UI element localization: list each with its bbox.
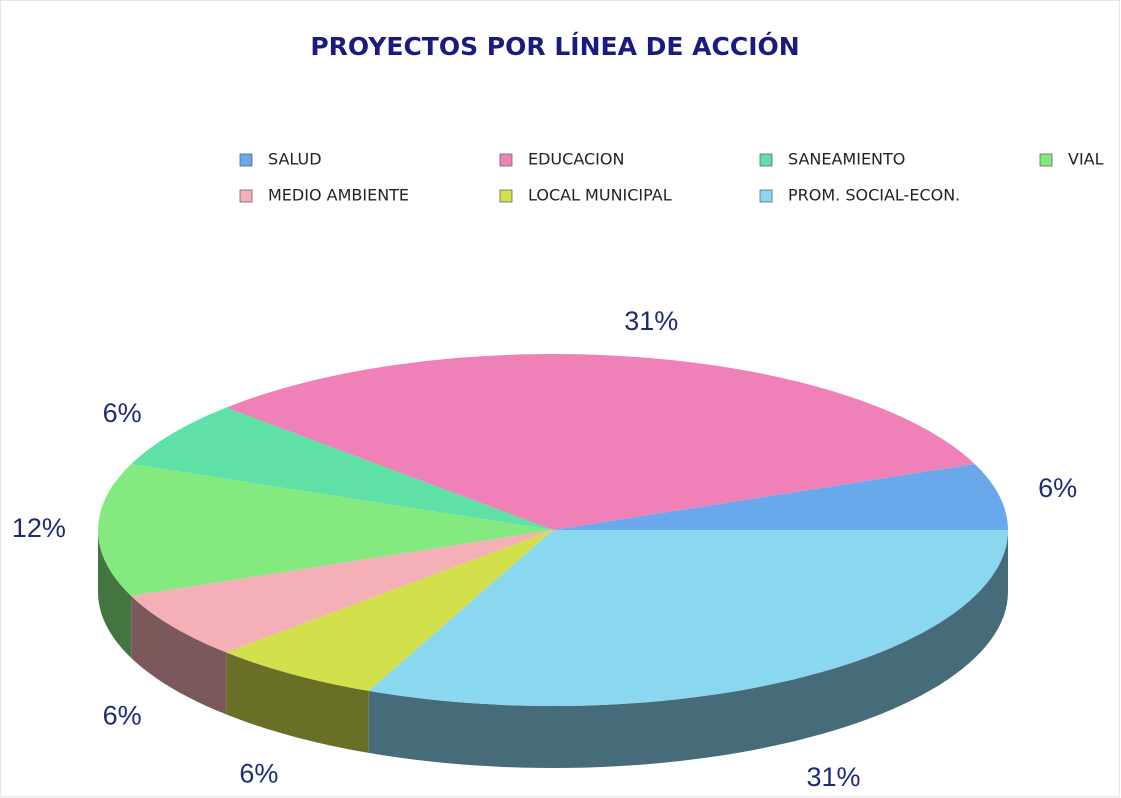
data-label: 6% xyxy=(103,398,142,428)
legend-swatch xyxy=(239,153,253,167)
data-label: 31% xyxy=(624,306,678,336)
slice xyxy=(226,354,975,530)
legend-swatch xyxy=(759,189,773,203)
slice-side xyxy=(98,530,132,658)
chart-title: PROYECTOS POR LÍNEA DE ACCIÓN xyxy=(310,31,799,61)
slice xyxy=(98,464,553,596)
legend-label: PROM. SOCIAL-ECON. xyxy=(788,186,960,205)
legend-swatch xyxy=(499,153,513,167)
legend-swatch xyxy=(239,189,253,203)
legend-label: MEDIO AMBIENTE xyxy=(268,186,409,205)
slice xyxy=(368,530,1008,706)
data-label: 6% xyxy=(1038,473,1077,503)
data-label: 31% xyxy=(806,762,860,792)
data-label: 6% xyxy=(103,700,142,730)
slice-side xyxy=(226,652,369,753)
legend-label: VIAL xyxy=(1068,150,1104,169)
legend-label: SANEAMIENTO xyxy=(788,150,905,169)
slice xyxy=(131,530,554,653)
data-label: 6% xyxy=(239,758,278,788)
data-label: 12% xyxy=(12,513,66,543)
slice xyxy=(553,464,1008,530)
legend-label: LOCAL MUNICIPAL xyxy=(528,186,672,205)
legend-label: EDUCACION xyxy=(528,150,624,169)
legend-swatch xyxy=(1039,153,1053,167)
slice xyxy=(131,407,554,530)
legend-swatch xyxy=(759,153,773,167)
slice-side xyxy=(368,530,1008,768)
legend-swatch xyxy=(499,189,513,203)
slice xyxy=(226,530,553,691)
slice-side xyxy=(131,596,227,715)
legend-label: SALUD xyxy=(268,150,322,169)
